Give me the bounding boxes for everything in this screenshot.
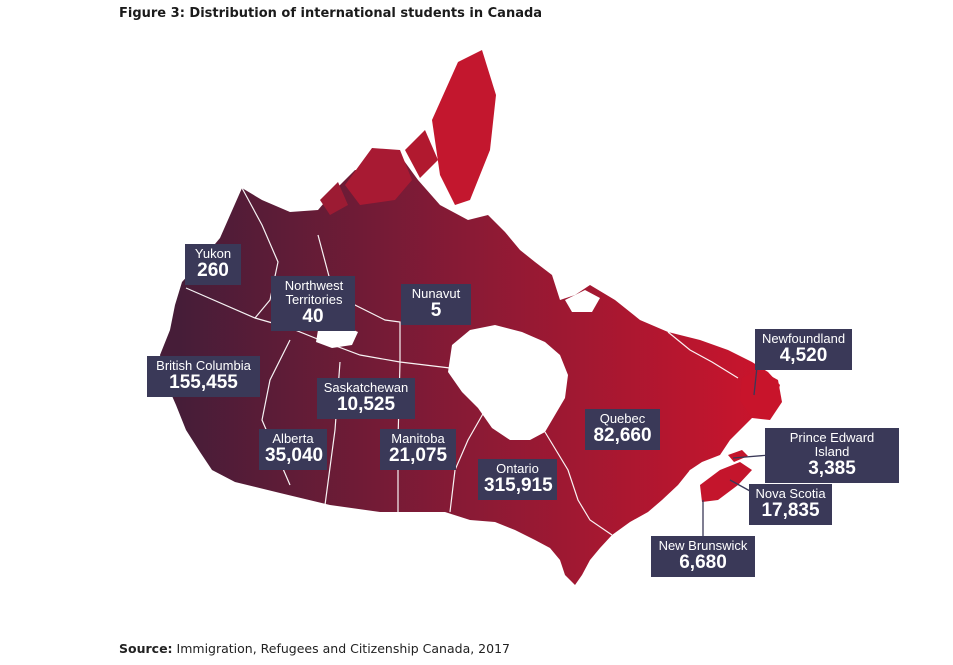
label-new-brunswick: New Brunswick 6,680 [651,536,755,577]
label-ontario: Ontario 315,915 [478,459,557,500]
newfoundland-island [740,370,782,420]
label-saskatchewan: Saskatchewan 10,525 [317,378,415,419]
connector-lines [702,366,771,540]
source-label: Source: [119,641,173,656]
label-bc: British Columbia 155,455 [147,356,260,397]
label-nunavut: Nunavut 5 [401,284,471,325]
nova-scotia-land [700,462,752,502]
label-yukon: Yukon 260 [185,244,241,285]
label-nova-scotia: Nova Scotia 17,835 [749,484,832,525]
arctic-island-1 [345,148,412,205]
arctic-island-2 [405,130,438,178]
province-borders [185,187,739,536]
source-text: Immigration, Refugees and Citizenship Ca… [176,641,510,656]
label-alberta: Alberta 35,040 [259,429,327,470]
pei-land [728,450,748,462]
source-line: Source: Immigration, Refugees and Citize… [119,641,510,656]
figure-title: Figure 3: Distribution of international … [119,6,543,21]
hudson-strait [565,290,600,312]
label-manitoba: Manitoba 21,075 [380,429,456,470]
label-pei: Prince Edward Island 3,385 [765,428,899,483]
arctic-island-3 [320,182,348,215]
label-newfoundland: Newfoundland 4,520 [755,329,852,370]
baffin-island [432,50,496,205]
label-nwt: Northwest Territories 40 [271,276,355,331]
hudson-bay [448,325,568,440]
label-quebec: Quebec 82,660 [585,409,660,450]
